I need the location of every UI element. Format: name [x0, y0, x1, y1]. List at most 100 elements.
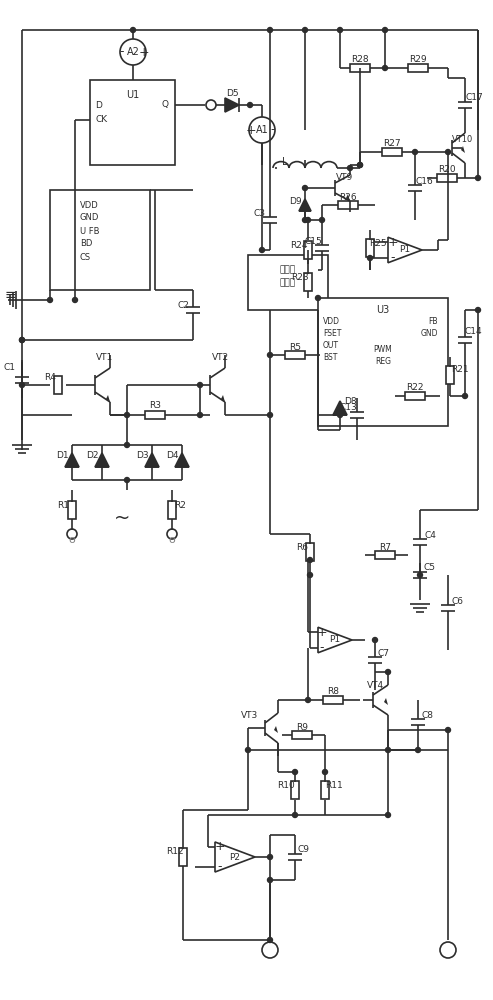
Circle shape — [303, 218, 308, 223]
Polygon shape — [384, 698, 388, 705]
Bar — [145, 411, 165, 419]
Text: C3: C3 — [254, 209, 266, 218]
Circle shape — [47, 298, 52, 302]
Text: C1: C1 — [3, 363, 15, 372]
Text: R28: R28 — [351, 55, 369, 64]
Text: R10: R10 — [277, 780, 295, 790]
Text: U FB: U FB — [80, 227, 100, 235]
Bar — [291, 781, 299, 799]
Text: GND: GND — [421, 330, 438, 338]
Text: D: D — [95, 101, 102, 109]
Circle shape — [268, 412, 273, 418]
Bar — [292, 731, 312, 739]
Text: VDD: VDD — [80, 200, 99, 210]
Polygon shape — [175, 453, 189, 467]
Circle shape — [268, 938, 273, 942]
Circle shape — [125, 412, 130, 418]
Circle shape — [386, 748, 390, 752]
Text: C17: C17 — [465, 94, 483, 103]
Text: U1: U1 — [126, 90, 140, 100]
Circle shape — [319, 218, 324, 223]
Circle shape — [413, 149, 418, 154]
Bar — [437, 174, 457, 182]
Text: R3: R3 — [149, 401, 161, 410]
Circle shape — [259, 247, 265, 252]
Text: R6: R6 — [296, 542, 308, 552]
Text: D3: D3 — [136, 450, 148, 460]
Circle shape — [383, 66, 387, 70]
Text: -: - — [218, 860, 222, 874]
Circle shape — [198, 382, 203, 387]
Text: D9: D9 — [289, 198, 301, 207]
Text: D5: D5 — [226, 89, 238, 98]
Text: VT9: VT9 — [336, 174, 353, 182]
Text: R9: R9 — [296, 722, 308, 732]
Text: R2: R2 — [174, 500, 186, 510]
Text: C2: C2 — [177, 300, 189, 310]
Circle shape — [292, 812, 297, 818]
Circle shape — [357, 162, 362, 167]
Circle shape — [125, 478, 130, 483]
Text: ~: ~ — [114, 508, 130, 528]
Circle shape — [246, 748, 250, 752]
Text: C16: C16 — [415, 178, 433, 186]
Text: ≡: ≡ — [4, 288, 16, 302]
Text: 动电路: 动电路 — [280, 278, 296, 288]
Polygon shape — [95, 453, 109, 467]
Polygon shape — [221, 395, 225, 402]
Circle shape — [308, 572, 313, 578]
Circle shape — [462, 393, 467, 398]
Text: +: + — [139, 45, 149, 58]
Polygon shape — [225, 98, 239, 112]
Text: D1: D1 — [56, 450, 69, 460]
Text: R4: R4 — [44, 373, 56, 382]
Text: P1: P1 — [329, 636, 341, 645]
Text: -: - — [391, 251, 395, 264]
Text: VDD: VDD — [323, 318, 340, 326]
Circle shape — [416, 748, 421, 752]
Polygon shape — [461, 146, 465, 153]
Text: R20: R20 — [438, 165, 456, 174]
Circle shape — [338, 27, 343, 32]
Bar — [446, 366, 454, 384]
Circle shape — [72, 298, 77, 302]
Text: R29: R29 — [409, 55, 427, 64]
Text: R1: R1 — [57, 500, 69, 510]
Text: R26: R26 — [339, 192, 357, 202]
Circle shape — [125, 442, 130, 448]
Circle shape — [338, 412, 343, 418]
Bar — [323, 696, 343, 704]
Text: R7: R7 — [379, 542, 391, 552]
Text: R8: R8 — [327, 688, 339, 696]
Text: P1: P1 — [399, 245, 411, 254]
Text: REG: REG — [375, 358, 391, 366]
Circle shape — [20, 338, 25, 342]
Text: PWM: PWM — [374, 346, 392, 355]
Text: C7: C7 — [377, 650, 389, 658]
Bar — [408, 64, 428, 72]
Circle shape — [306, 218, 311, 223]
Circle shape — [446, 149, 451, 154]
Text: A2: A2 — [127, 47, 140, 57]
Text: D4: D4 — [166, 450, 178, 460]
Bar — [338, 201, 358, 209]
Text: D2: D2 — [86, 450, 98, 460]
Circle shape — [247, 103, 252, 107]
Circle shape — [268, 353, 273, 358]
Bar — [321, 781, 329, 799]
Text: 线性驱: 线性驱 — [280, 265, 296, 274]
Text: P2: P2 — [230, 852, 241, 861]
Text: BST: BST — [323, 354, 337, 362]
Text: D8: D8 — [344, 397, 356, 406]
Bar — [68, 501, 76, 519]
Bar — [54, 376, 62, 394]
Text: C15: C15 — [304, 237, 322, 246]
Circle shape — [476, 308, 481, 312]
Text: -: - — [320, 642, 324, 654]
Text: +: + — [246, 123, 256, 136]
Bar — [366, 239, 374, 257]
Circle shape — [268, 27, 273, 32]
Text: C9: C9 — [298, 846, 310, 854]
Bar — [405, 392, 425, 400]
Bar — [304, 273, 312, 291]
